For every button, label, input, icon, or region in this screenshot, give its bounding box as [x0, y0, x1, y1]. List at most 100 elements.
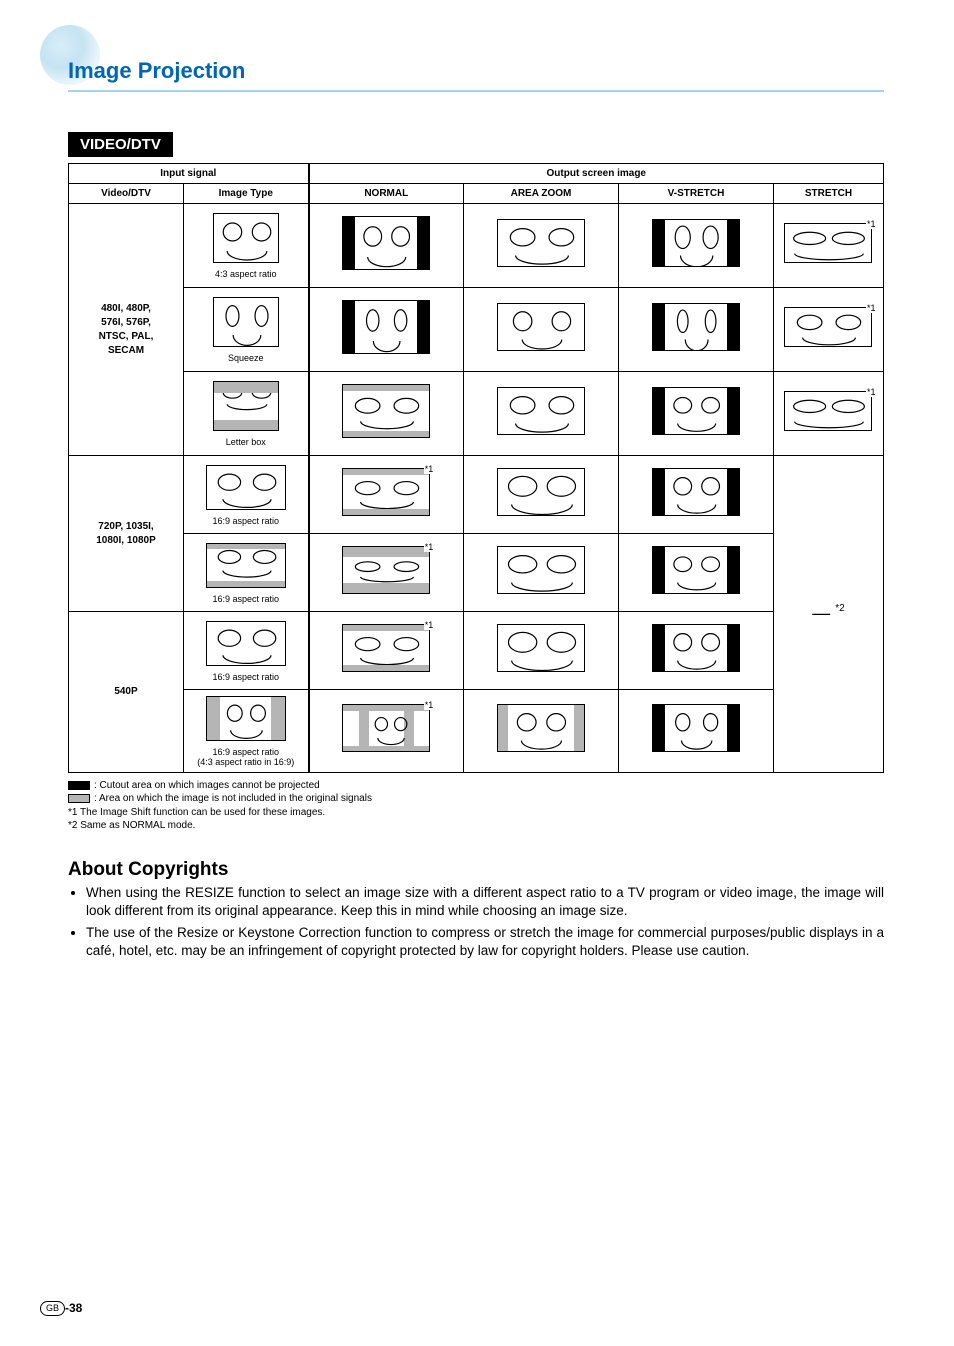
title-underline	[68, 90, 884, 92]
about-list: When using the RESIZE function to select…	[68, 884, 884, 961]
preview-wide-plain	[497, 219, 585, 267]
output-cell	[309, 372, 464, 456]
preview-wide-letter	[342, 384, 430, 438]
output-cell	[618, 534, 773, 612]
footnote-marker: *1	[424, 464, 435, 474]
th-input-signal: Input signal	[69, 164, 309, 184]
output-cell	[309, 288, 464, 372]
page-num-text: -38	[65, 1301, 82, 1315]
output-cell	[464, 534, 619, 612]
legend-note-1: *1 The Image Shift function can be used …	[68, 806, 884, 820]
legend-swatch-gray	[68, 794, 90, 803]
preview-wide-big-lb	[497, 546, 585, 594]
preview-src-16:9-wide	[206, 465, 286, 510]
preview-wide-plain	[497, 387, 585, 435]
page-number: GB-38	[40, 1301, 82, 1316]
table-row: 720P, 1035I,1080I, 1080P 16:9 aspect rat…	[69, 456, 884, 534]
image-type-caption: 16:9 aspect ratio	[186, 673, 306, 683]
preview-pillarbox-lb	[652, 387, 740, 435]
preview-pillarbox-wide-lb	[652, 546, 740, 594]
th-image-type: Image Type	[184, 184, 309, 204]
tab-video-dtv: VIDEO/DTV	[68, 132, 173, 157]
preview-wide-gray: *1	[342, 468, 430, 516]
th-output: Output screen image	[309, 164, 884, 184]
th-area-zoom: AREA ZOOM	[464, 184, 619, 204]
legend-note-2: *2 Same as NORMAL mode.	[68, 819, 884, 833]
image-type-caption: Letter box	[186, 438, 306, 448]
preview-wide-sq	[497, 303, 585, 351]
output-cell: *1	[309, 690, 464, 773]
output-cell	[309, 204, 464, 288]
output-cell	[464, 372, 619, 456]
image-type-cell: 4:3 aspect ratio	[184, 204, 309, 288]
image-type-caption: 16:9 aspect ratio(4:3 aspect ratio in 16…	[186, 748, 306, 768]
table-row: Squeeze *1	[69, 288, 884, 372]
preview-src-16:9-wide-43	[206, 696, 286, 741]
th-stretch: STRETCH	[773, 184, 883, 204]
th-video: Video/DTV	[69, 184, 184, 204]
output-cell	[618, 456, 773, 534]
page-header: Image Projection	[40, 40, 884, 92]
legend-black-text: : Cutout area on which images cannot be …	[94, 780, 320, 791]
footnote-marker: *1	[866, 387, 877, 397]
preview-wide-big-43	[497, 704, 585, 752]
signal-group-label: 540P	[69, 612, 184, 773]
image-type-cell: 16:9 aspect ratio	[184, 456, 309, 534]
footnote-marker: *1	[866, 303, 877, 313]
about-heading: About Copyrights	[68, 859, 884, 881]
preview-wide-plain: *1	[784, 307, 872, 347]
preview-pillarbox-tall	[652, 219, 740, 267]
preview-wide-big	[497, 624, 585, 672]
preview-src-4:3-squeeze	[213, 297, 279, 347]
table-row: 540P 16:9 aspect ratio *1	[69, 612, 884, 690]
image-type-cell: Squeeze	[184, 288, 309, 372]
table-row: 480I, 480P,576I, 576P,NTSC, PAL,SECAM 4:…	[69, 204, 884, 288]
output-cell	[464, 690, 619, 773]
preview-pillarbox-wide	[652, 468, 740, 516]
output-cell	[618, 690, 773, 773]
output-cell-stretch: *1	[773, 372, 883, 456]
output-cell	[464, 456, 619, 534]
resize-modes-table: Input signal Output screen image Video/D…	[68, 163, 884, 773]
output-cell	[464, 288, 619, 372]
preview-src-4:3-letterbox	[213, 381, 279, 431]
preview-pillarbox-sq	[342, 300, 430, 354]
preview-wide-squash: *1	[784, 391, 872, 431]
preview-pillarbox-wide-43	[652, 704, 740, 752]
signal-group-label: 720P, 1035I,1080I, 1080P	[69, 456, 184, 612]
page-badge: GB	[40, 1301, 65, 1316]
output-cell-stretch-dash: — *2	[773, 456, 883, 773]
preview-wide-gray-lb: *1	[342, 546, 430, 594]
image-type-cell: 16:9 aspect ratio	[184, 534, 309, 612]
preview-wide-squash: *1	[784, 223, 872, 263]
output-cell	[618, 204, 773, 288]
preview-pillarbox-wide	[652, 624, 740, 672]
legend: : Cutout area on which images cannot be …	[68, 779, 884, 833]
image-type-caption: 4:3 aspect ratio	[186, 270, 306, 280]
preview-src-4:3-plain	[213, 213, 279, 263]
output-cell: *1	[309, 612, 464, 690]
about-item: The use of the Resize or Keystone Correc…	[86, 924, 884, 960]
output-cell	[618, 612, 773, 690]
th-vstretch: V-STRETCH	[618, 184, 773, 204]
page-title: Image Projection	[68, 40, 884, 84]
preview-wide-big	[497, 468, 585, 516]
legend-gray-text: : Area on which the image is not include…	[94, 793, 372, 804]
output-cell	[464, 204, 619, 288]
output-cell	[618, 288, 773, 372]
preview-pillarbox-sq-tall	[652, 303, 740, 351]
image-type-caption: 16:9 aspect ratio	[186, 517, 306, 527]
image-type-caption: 16:9 aspect ratio	[186, 595, 306, 605]
footnote-marker: *1	[424, 620, 435, 630]
image-type-cell: 16:9 aspect ratio(4:3 aspect ratio in 16…	[184, 690, 309, 773]
preview-wide-gray: *1	[342, 624, 430, 672]
content-area: VIDEO/DTV Input signal Output screen ima…	[68, 132, 884, 961]
footnote-marker: *1	[866, 219, 877, 229]
signal-group-label: 480I, 480P,576I, 576P,NTSC, PAL,SECAM	[69, 204, 184, 456]
footnote-marker: *1	[424, 542, 435, 552]
table-row: 16:9 aspect ratio *1	[69, 534, 884, 612]
preview-wide-gray-43: *1	[342, 704, 430, 752]
image-type-cell: 16:9 aspect ratio	[184, 612, 309, 690]
output-cell	[618, 372, 773, 456]
image-type-cell: Letter box	[184, 372, 309, 456]
